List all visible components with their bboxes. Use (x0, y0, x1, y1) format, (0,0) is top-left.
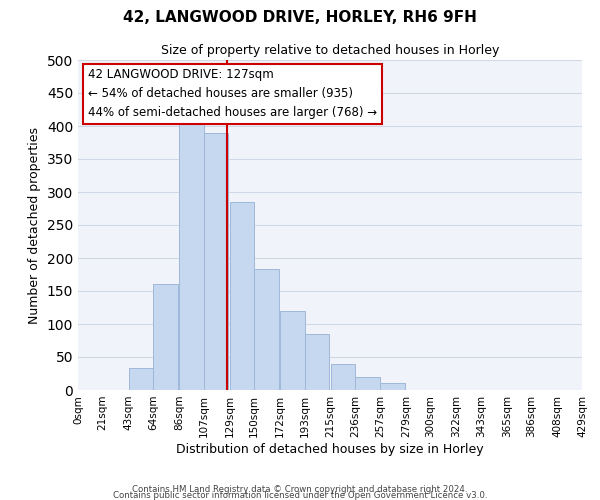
Y-axis label: Number of detached properties: Number of detached properties (28, 126, 41, 324)
Title: Size of property relative to detached houses in Horley: Size of property relative to detached ho… (161, 44, 499, 58)
X-axis label: Distribution of detached houses by size in Horley: Distribution of detached houses by size … (176, 442, 484, 456)
Bar (331, 364, 355, 390)
Bar (128, 368, 153, 390)
Bar (254, 269, 279, 390)
Bar (204, 132, 229, 390)
Text: 42, LANGWOOD DRIVE, HORLEY, RH6 9FH: 42, LANGWOOD DRIVE, HORLEY, RH6 9FH (123, 10, 477, 25)
Bar (153, 284, 178, 390)
Bar (380, 384, 404, 390)
Bar (355, 377, 380, 390)
Bar (179, 120, 204, 390)
Text: Contains HM Land Registry data © Crown copyright and database right 2024.: Contains HM Land Registry data © Crown c… (132, 484, 468, 494)
Bar (230, 202, 254, 390)
Bar (280, 311, 305, 390)
Text: 42 LANGWOOD DRIVE: 127sqm
← 54% of detached houses are smaller (935)
44% of semi: 42 LANGWOOD DRIVE: 127sqm ← 54% of detac… (88, 68, 377, 119)
Bar (305, 334, 329, 390)
Text: Contains public sector information licensed under the Open Government Licence v3: Contains public sector information licen… (113, 490, 487, 500)
